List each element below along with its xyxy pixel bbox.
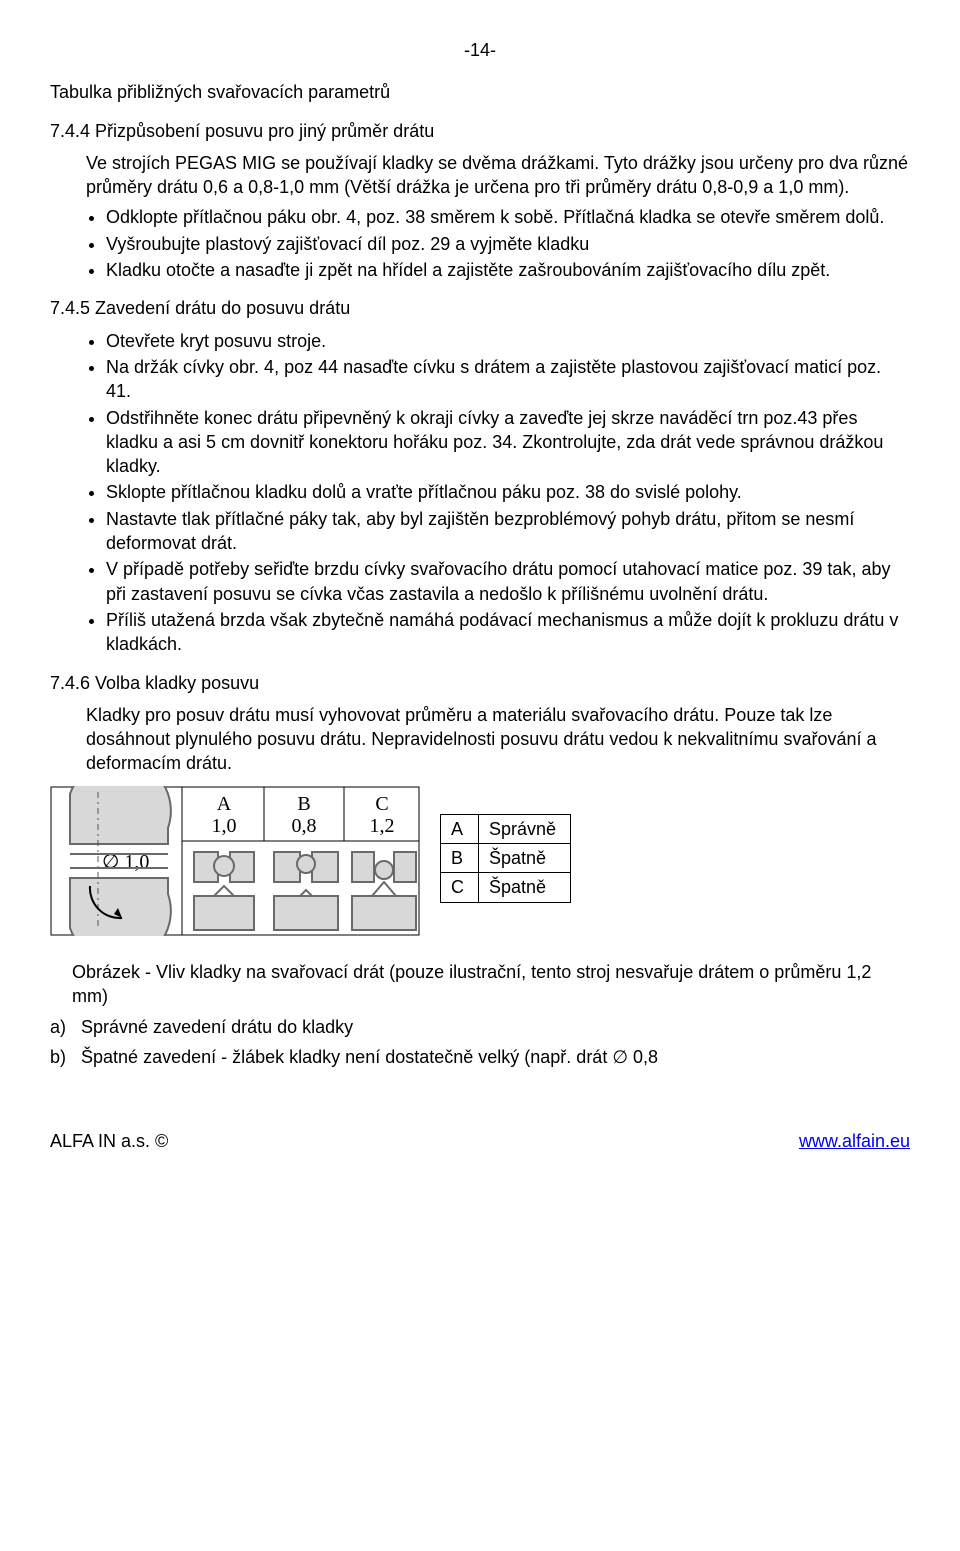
svg-text:C: C — [375, 793, 388, 815]
section-744-title: 7.4.4 Přizpůsobení posuvu pro jiný průmě… — [50, 119, 910, 143]
alpha-text: Správné zavedení drátu do kladky — [81, 1017, 353, 1037]
alpha-label: a) — [50, 1015, 76, 1039]
list-item: Příliš utažená brzda však zbytečně namáh… — [106, 608, 910, 657]
table-row: A Správně — [441, 814, 571, 843]
list-item: Vyšroubujte plastový zajišťovací díl poz… — [106, 232, 910, 256]
legend-value: Špatně — [479, 844, 571, 873]
section-745-list: Otevřete kryt posuvu stroje. Na držák cí… — [50, 329, 910, 657]
alpha-text: Špatné zavedení - žlábek kladky není dos… — [81, 1047, 658, 1067]
section-746-intro: Kladky pro posuv drátu musí vyhovovat pr… — [86, 703, 910, 776]
alpha-item-a: a) Správné zavedení drátu do kladky — [50, 1015, 910, 1039]
section-745-title: 7.4.5 Zavedení drátu do posuvu drátu — [50, 296, 910, 320]
diagram-caption: Obrázek - Vliv kladky na svařovací drát … — [72, 960, 910, 1009]
table-row: B Špatně — [441, 844, 571, 873]
table-caption: Tabulka přibližných svařovacích parametr… — [50, 80, 910, 104]
legend-value: Špatně — [479, 873, 571, 902]
list-item: Otevřete kryt posuvu stroje. — [106, 329, 910, 353]
page-footer: ALFA IN a.s. © www.alfain.eu — [50, 1129, 910, 1153]
list-item: Odstřihněte konec drátu připevněný k okr… — [106, 406, 910, 479]
section-744-intro: Ve strojích PEGAS MIG se používají kladk… — [86, 151, 910, 200]
list-item: Odklopte přítlačnou páku obr. 4, poz. 38… — [106, 205, 910, 229]
svg-text:B: B — [297, 793, 310, 815]
legend-key: B — [441, 844, 479, 873]
footer-link[interactable]: www.alfain.eu — [799, 1129, 910, 1153]
footer-left: ALFA IN a.s. © — [50, 1129, 168, 1153]
legend-value: Správně — [479, 814, 571, 843]
list-item: V případě potřeby seřiďte brzdu cívky sv… — [106, 557, 910, 606]
svg-text:0,8: 0,8 — [292, 815, 317, 837]
alpha-label: b) — [50, 1045, 76, 1069]
svg-text:A: A — [217, 793, 232, 815]
diagram-svg-container: ∅ 1,0 A 1,0 B 0,8 C 1,2 — [50, 786, 420, 942]
list-item: Na držák cívky obr. 4, poz 44 nasaďte cí… — [106, 355, 910, 404]
table-row: C Špatně — [441, 873, 571, 902]
section-744-list: Odklopte přítlačnou páku obr. 4, poz. 38… — [50, 205, 910, 282]
legend-key: C — [441, 873, 479, 902]
diagram-row: ∅ 1,0 A 1,0 B 0,8 C 1,2 — [50, 786, 910, 942]
list-item: Sklopte přítlačnou kladku dolů a vraťte … — [106, 480, 910, 504]
alpha-item-b: b) Špatné zavedení - žlábek kladky není … — [50, 1045, 910, 1069]
svg-text:1,0: 1,0 — [212, 815, 237, 837]
legend-table: A Správně B Špatně C Špatně — [440, 814, 571, 903]
groove-diagram: ∅ 1,0 A 1,0 B 0,8 C 1,2 — [50, 786, 420, 936]
section-746-title: 7.4.6 Volba kladky posuvu — [50, 671, 910, 695]
legend-key: A — [441, 814, 479, 843]
list-item: Kladku otočte a nasaďte ji zpět na hříde… — [106, 258, 910, 282]
page-number: -14- — [50, 38, 910, 62]
svg-text:1,2: 1,2 — [370, 815, 395, 837]
list-item: Nastavte tlak přítlačné páky tak, aby by… — [106, 507, 910, 556]
